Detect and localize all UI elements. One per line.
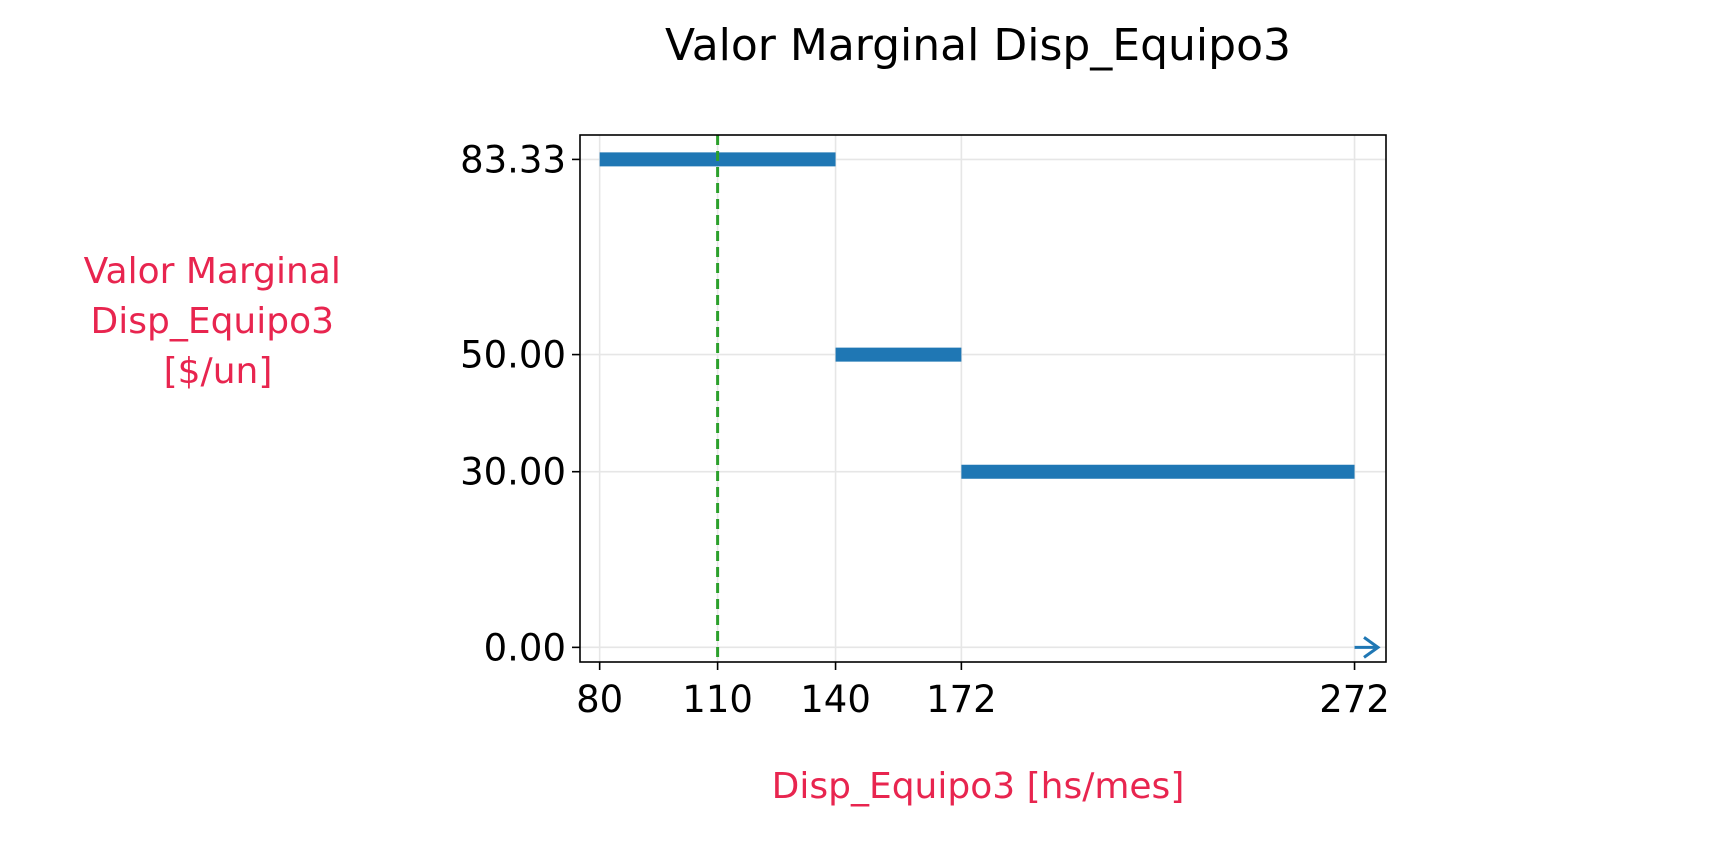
- y-axis-label-line-3: [$/un]: [164, 351, 273, 392]
- y-axis-label: Valor Marginal Disp_Equipo3 [$/un]: [84, 251, 353, 392]
- marks: [599, 135, 1381, 662]
- x-tick-label-1: 110: [682, 678, 753, 721]
- x-tick-label-4: 272: [1319, 678, 1390, 721]
- x-tick-label-3: 172: [926, 678, 997, 721]
- x-tick-label-0: 80: [576, 678, 623, 721]
- plot-frame: [579, 134, 1387, 663]
- y-tick-label-0: 0.00: [484, 626, 566, 669]
- y-tick-label-3: 83.33: [460, 138, 566, 181]
- ticks: 80 110 140 172 272 0.00 30.00 50.00 83.33: [460, 138, 1390, 721]
- y-axis-label-line-1: Valor Marginal: [84, 251, 341, 292]
- y-tick-label-1: 30.00: [460, 451, 566, 494]
- chart-title: Valor Marginal Disp_Equipo3: [665, 20, 1291, 71]
- grid: [580, 135, 1386, 662]
- y-tick-label-2: 50.00: [460, 334, 566, 377]
- x-tick-label-2: 140: [800, 678, 871, 721]
- y-axis-label-line-2: Disp_Equipo3: [91, 301, 335, 342]
- x-axis-label: Disp_Equipo3 [hs/mes]: [772, 766, 1185, 807]
- arrow-head: [1363, 636, 1381, 659]
